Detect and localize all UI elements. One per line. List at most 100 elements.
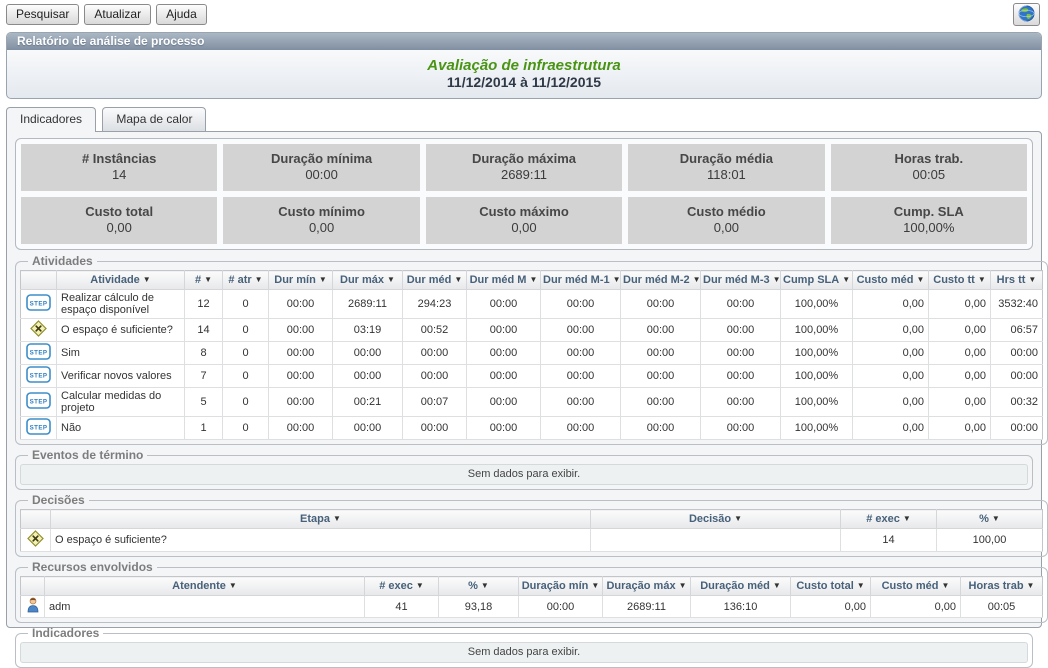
table-cell: 0 bbox=[222, 318, 269, 342]
decision-icon bbox=[20, 318, 57, 342]
sort-arrow-icon: ▼ bbox=[612, 275, 621, 284]
section-indicadores: Indicadores Sem dados para exibir. bbox=[15, 626, 1033, 668]
kpi-summary-box: # Instâncias 14 Duração mínima 00:00 Duração… bbox=[15, 138, 1033, 250]
table-row[interactable]: adm 41 93,18 00:00 2689:11 136:10 0,00 0,00 00:0… bbox=[20, 595, 1043, 618]
table-cell: 00:00 bbox=[990, 364, 1043, 388]
column-header[interactable]: Custo méd ▼ bbox=[870, 576, 961, 596]
table-cell: 00:00 bbox=[540, 341, 621, 365]
column-header[interactable]: Cump SLA ▼ bbox=[780, 270, 853, 290]
column-header-label: Dur méd M bbox=[469, 274, 527, 286]
column-header[interactable]: Etapa ▼ bbox=[50, 509, 591, 529]
table-row[interactable]: O espaço é suficiente? 14 0 00:00 03:19 00:52… bbox=[20, 318, 1043, 342]
table-cell: 136:10 bbox=[690, 595, 791, 618]
kpi-value: 118:01 bbox=[706, 167, 746, 182]
kpi-label: # Instâncias bbox=[81, 151, 157, 166]
table-cell: Sim bbox=[56, 341, 185, 365]
kpi-label: Duração média bbox=[679, 151, 773, 166]
table-cell: 00:00 bbox=[466, 341, 541, 365]
column-header[interactable]: Dur méd M-3 ▼ bbox=[700, 270, 781, 290]
language-globe-button[interactable] bbox=[1013, 3, 1040, 26]
column-header[interactable]: Hrs tt ▼ bbox=[990, 270, 1043, 290]
column-header[interactable]: Custo méd ▼ bbox=[852, 270, 929, 290]
column-header[interactable]: Duração máx ▼ bbox=[602, 576, 691, 596]
table-cell: Não bbox=[56, 416, 185, 440]
column-header-label: Custo tt bbox=[933, 274, 975, 286]
kpi-label: Horas trab. bbox=[894, 151, 964, 166]
kpi-card: # Instâncias 14 bbox=[21, 144, 218, 191]
table-cell: 93,18 bbox=[438, 595, 519, 618]
step-icon: STEP bbox=[20, 416, 57, 440]
sort-arrow-icon: ▼ bbox=[333, 514, 341, 523]
report-period: 11/12/2014 à 11/12/2015 bbox=[446, 74, 602, 90]
column-header[interactable]: Atividade ▼ bbox=[56, 270, 185, 290]
column-header[interactable]: # atr ▼ bbox=[222, 270, 269, 290]
column-header[interactable]: Custo total ▼ bbox=[790, 576, 871, 596]
column-header[interactable]: Dur mín ▼ bbox=[268, 270, 333, 290]
sort-arrow-icon: ▼ bbox=[772, 275, 781, 284]
pesquisar-button[interactable]: Pesquisar bbox=[6, 4, 80, 25]
column-header[interactable]: Dur máx ▼ bbox=[332, 270, 403, 290]
column-header-label: Dur máx bbox=[340, 274, 385, 286]
icon-column-header bbox=[20, 270, 57, 290]
section-legend: Atividades bbox=[32, 254, 93, 268]
table-cell: 00:00 bbox=[402, 341, 467, 365]
column-header[interactable]: Dur méd M ▼ bbox=[466, 270, 541, 290]
table-cell: 00:00 bbox=[268, 318, 333, 342]
table-row[interactable]: STEP Não 1 0 00:00 00:00 00:00 00:00 00:00 00:00 0… bbox=[20, 416, 1043, 440]
table-cell: 100,00% bbox=[780, 416, 853, 440]
column-header[interactable]: Duração mín ▼ bbox=[518, 576, 603, 596]
column-header[interactable]: Duração méd ▼ bbox=[690, 576, 791, 596]
table-cell: 00:00 bbox=[540, 318, 621, 342]
table-cell: 00:00 bbox=[540, 364, 621, 388]
kpi-card: Custo mínimo 0,00 bbox=[223, 197, 420, 244]
table-cell: 00:00 bbox=[620, 387, 701, 417]
column-header-label: Atendente bbox=[172, 580, 226, 592]
table-cell: 0,00 bbox=[852, 364, 929, 388]
atualizar-button[interactable]: Atualizar bbox=[84, 4, 152, 25]
column-header[interactable]: # ▼ bbox=[184, 270, 223, 290]
ajuda-button[interactable]: Ajuda bbox=[156, 4, 207, 25]
table-cell: 8 bbox=[184, 341, 223, 365]
column-header-label: % bbox=[979, 513, 989, 525]
column-header[interactable]: Custo tt ▼ bbox=[928, 270, 991, 290]
column-header-label: # exec bbox=[866, 513, 900, 525]
kpi-value: 00:00 bbox=[305, 167, 338, 182]
tab-mapa-de-calor[interactable]: Mapa de calor bbox=[102, 107, 207, 131]
column-header[interactable]: Dur méd ▼ bbox=[402, 270, 467, 290]
step-icon: STEP bbox=[20, 289, 57, 319]
column-header[interactable]: Decisão ▼ bbox=[590, 509, 841, 529]
table-cell: 0,00 bbox=[852, 289, 929, 319]
table-cell: 00:00 bbox=[700, 387, 781, 417]
table-cell: 0,00 bbox=[928, 416, 991, 440]
recursos-table: Atendente ▼ # exec ▼% ▼ Duração mín ▼ Duração m… bbox=[20, 576, 1043, 618]
column-header[interactable]: # exec ▼ bbox=[364, 576, 439, 596]
table-row[interactable]: STEP Verificar novos valores 7 0 00:00 00:00 0… bbox=[20, 364, 1043, 388]
table-cell: 00:00 bbox=[402, 416, 467, 440]
decision-icon bbox=[20, 528, 51, 552]
table-row[interactable]: STEP Calcular medidas do projeto 5 0 00:00 00… bbox=[20, 387, 1043, 417]
table-row[interactable]: O espaço é suficiente? 14 100,00 bbox=[20, 528, 1043, 552]
column-header[interactable]: Dur méd M-1 ▼ bbox=[540, 270, 621, 290]
globe-icon bbox=[1018, 5, 1035, 25]
column-header[interactable]: Horas trab ▼ bbox=[960, 576, 1043, 596]
column-header[interactable]: # exec ▼ bbox=[840, 509, 937, 529]
table-cell: 00:00 bbox=[332, 416, 403, 440]
table-cell: 00:00 bbox=[700, 416, 781, 440]
table-cell: 0,00 bbox=[852, 416, 929, 440]
section-atividades: Atividades Atividade ▼ # ▼ # atr ▼ Dur mín ▼ Dur… bbox=[15, 254, 1048, 445]
column-header[interactable]: % ▼ bbox=[438, 576, 519, 596]
kpi-label: Duração máxima bbox=[471, 151, 577, 166]
sort-arrow-icon: ▼ bbox=[991, 514, 1000, 523]
table-cell: 7 bbox=[184, 364, 223, 388]
table-cell: 0,00 bbox=[928, 341, 991, 365]
table-cell: 00:00 bbox=[990, 341, 1043, 365]
tab-indicadores[interactable]: Indicadores bbox=[6, 107, 97, 132]
table-cell: 1 bbox=[184, 416, 223, 440]
column-header[interactable]: Dur méd M-2 ▼ bbox=[620, 270, 701, 290]
table-row[interactable]: STEP Sim 8 0 00:00 00:00 00:00 00:00 00:00 00:00 0… bbox=[20, 341, 1043, 365]
column-header[interactable]: Atendente ▼ bbox=[44, 576, 365, 596]
column-header[interactable]: % ▼ bbox=[936, 509, 1043, 529]
table-row[interactable]: STEP Realizar cálculo de espaço disponíve… bbox=[20, 289, 1043, 319]
table-cell: Realizar cálculo de espaço disponível bbox=[56, 289, 185, 319]
empty-message: Sem dados para exibir. bbox=[20, 464, 1028, 485]
